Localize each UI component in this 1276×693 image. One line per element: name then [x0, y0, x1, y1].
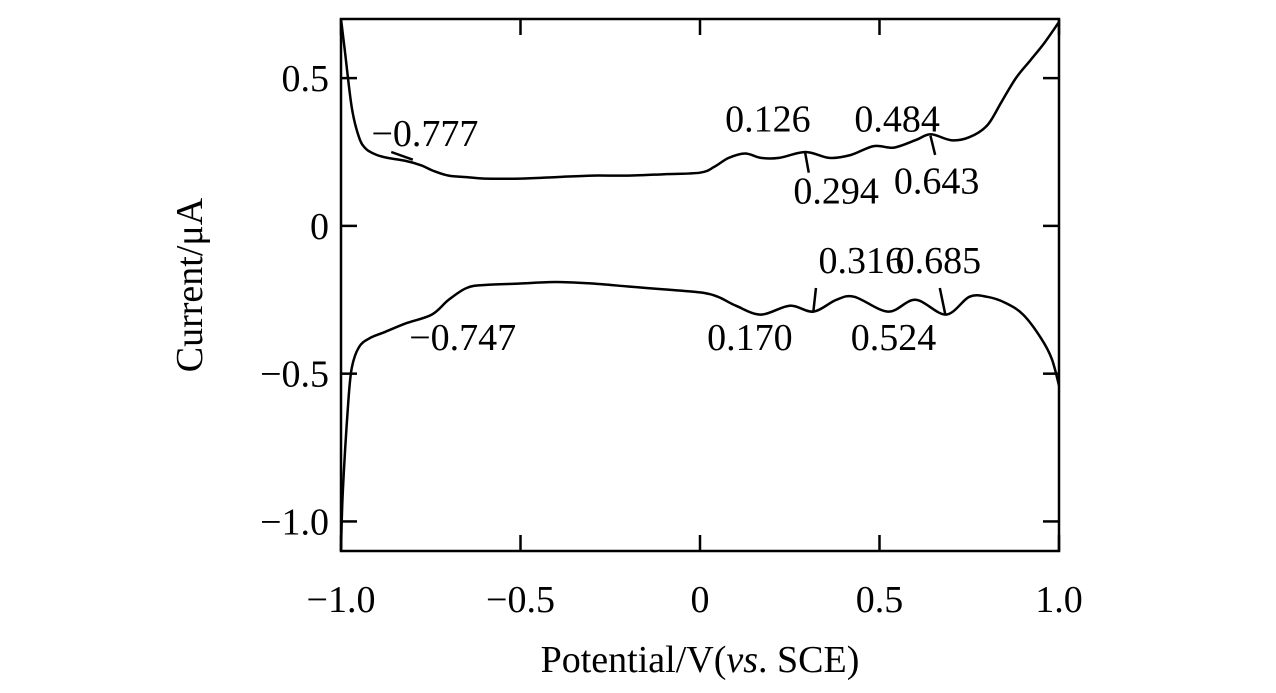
x-tick-label: −0.5 [486, 579, 555, 621]
x-axis-title: Potential/V(vs. SCE) [541, 639, 860, 681]
peak-potential-label: 0.685 [896, 240, 982, 282]
x-tick-label: 0 [691, 579, 710, 621]
peak-potential-label: 0.170 [707, 317, 793, 359]
peak-leader-line [929, 135, 937, 156]
x-tick-label: 1.0 [1035, 579, 1083, 621]
peak-potential-label: −0.777 [372, 113, 479, 155]
y-tick-label: 0 [310, 206, 329, 248]
plot-area-border [339, 17, 1061, 553]
peak-leader-line [938, 287, 947, 315]
peak-potential-label: 0.294 [793, 171, 879, 213]
x-tick-label: −1.0 [307, 579, 376, 621]
axis-ticks [339, 19, 1061, 551]
axis-tick-labels: −1.0 −0.5 0 0.5 1.0 0.5 0 −0.5 −1.0 [260, 58, 1083, 621]
y-tick-label: 0.5 [282, 58, 330, 100]
plot-frame [339, 17, 1061, 553]
peak-potential-label: 0.524 [851, 317, 937, 359]
voltammogram-curves [339, 18, 1061, 552]
peak-leader-line [803, 152, 811, 173]
x-tick-label: 0.5 [856, 579, 904, 621]
anodic-scan-curve [339, 18, 1061, 180]
peak-leader-line [812, 287, 818, 311]
peak-potential-label: 0.126 [725, 98, 811, 140]
peak-potential-label: 0.484 [854, 98, 940, 140]
y-tick-label: −0.5 [260, 354, 329, 396]
cathodic-scan-curve [339, 280, 1061, 552]
peak-leader-line [390, 150, 414, 161]
peak-potential-label: 0.316 [818, 240, 904, 282]
peak-potential-label: −0.747 [409, 317, 516, 359]
peak-potential-label: 0.643 [894, 160, 980, 202]
y-tick-label: −1.0 [260, 501, 329, 543]
y-axis-title: Current/μA [169, 197, 211, 372]
